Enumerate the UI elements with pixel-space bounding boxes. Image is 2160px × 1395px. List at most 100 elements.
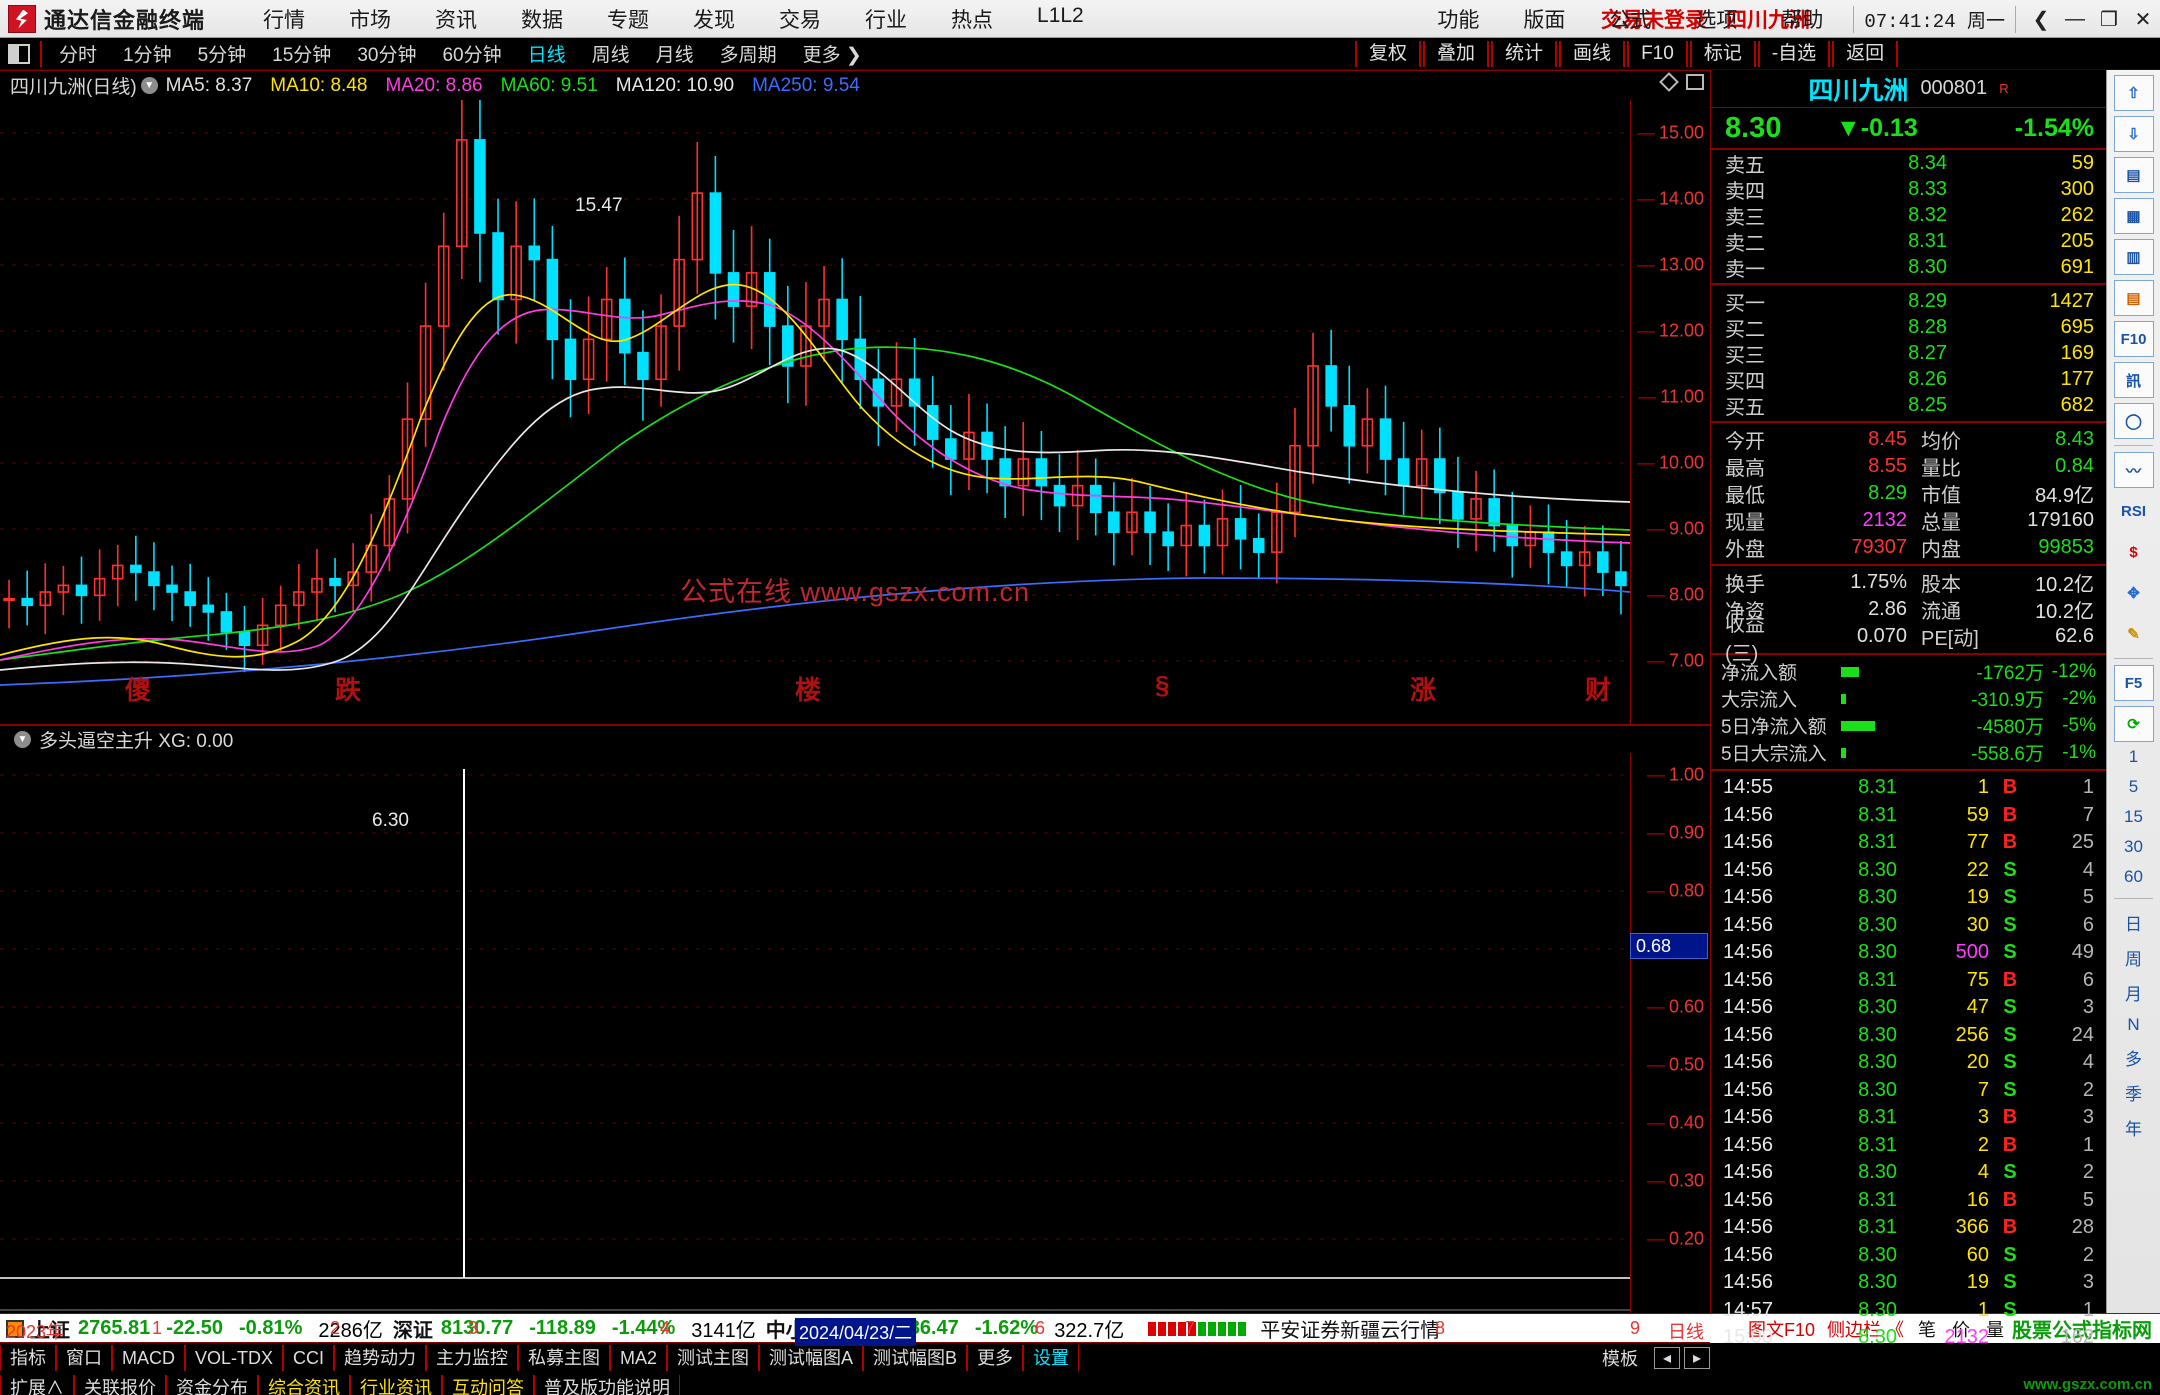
- tick-list[interactable]: 14:55 8.31 1 B 1 14:56 8.31 59 B 7 14:56 8.31 77 B 25 1…: [1711, 774, 2106, 1352]
- tick-row[interactable]: 14:56 8.30 30 S 6: [1711, 912, 2106, 940]
- broker-label[interactable]: 平安证券新疆云行情: [1260, 1320, 1441, 1342]
- price-chart-panel[interactable]: 15.00 14.00 13.00 12.00 11.00 10.00 9.00 8.00 7.…: [0, 86, 1710, 725]
- bid-level-1[interactable]: 买二 8.28 695: [1711, 314, 2106, 341]
- menu-item-8[interactable]: 热点: [951, 8, 994, 32]
- period-更多 ❯[interactable]: 更多 ❯: [802, 45, 862, 66]
- volume-tool-link[interactable]: 量: [1986, 1319, 2004, 1340]
- period-min-5[interactable]: 5: [2128, 777, 2139, 796]
- bid-level-0[interactable]: 买一 8.29 1427: [1711, 288, 2106, 315]
- extension-tab-行业资讯[interactable]: 行业资讯: [350, 1375, 442, 1395]
- diamond-icon[interactable]: [1659, 72, 1679, 92]
- bid-level-4[interactable]: 买五 8.25 682: [1711, 392, 2106, 419]
- wave-icon[interactable]: 〰: [2113, 452, 2154, 488]
- menu-item-3[interactable]: 数据: [521, 8, 564, 32]
- menu-item-0[interactable]: 行情: [263, 8, 306, 32]
- period-unit-周[interactable]: 周: [2125, 950, 2142, 969]
- status-app-icon[interactable]: [6, 1319, 24, 1338]
- tick-row[interactable]: 14:55 8.31 1 B 1: [1711, 774, 2106, 802]
- tick-row[interactable]: 14:56 8.31 16 B 5: [1711, 1187, 2106, 1215]
- tick-row[interactable]: 14:56 8.30 256 S 24: [1711, 1022, 2106, 1050]
- dollar-icon[interactable]: $: [2129, 543, 2138, 561]
- chart-tool-复权[interactable]: 复权: [1355, 41, 1422, 67]
- indicator-tab-趋势动力[interactable]: 趋势动力: [334, 1345, 427, 1371]
- pen-tool-link[interactable]: 笔: [1918, 1319, 1936, 1340]
- menu-item-7[interactable]: 行业: [865, 8, 908, 32]
- indicator-tab-主力监控[interactable]: 主力监控: [426, 1345, 519, 1371]
- extension-tab-资金分布[interactable]: 资金分布: [166, 1375, 258, 1395]
- login-warning[interactable]: 交易未登录: [1601, 8, 1706, 32]
- menu-right-item-1[interactable]: 版面: [1523, 9, 1566, 32]
- circle-o-icon[interactable]: ◯: [2113, 403, 2154, 439]
- chart-tool--自选[interactable]: -自选: [1757, 41, 1831, 67]
- period-min-30[interactable]: 30: [2124, 837, 2143, 856]
- maximize-icon[interactable]: ❐: [2100, 8, 2118, 31]
- move-icon[interactable]: ✥: [2127, 585, 2140, 602]
- extension-tab-综合资讯[interactable]: 综合资讯: [258, 1375, 350, 1395]
- tick-row[interactable]: 14:56 8.30 20 S 4: [1711, 1049, 2106, 1077]
- menu-item-9[interactable]: L1L2: [1037, 3, 1084, 27]
- menu-item-5[interactable]: 发现: [693, 8, 736, 32]
- rsi-icon[interactable]: RSI: [2120, 502, 2146, 520]
- expand-icon[interactable]: [1686, 74, 1704, 90]
- period-分时[interactable]: 分时: [59, 45, 98, 66]
- minimize-icon[interactable]: —: [2065, 7, 2085, 30]
- indicator-tab-窗口[interactable]: 窗口: [56, 1345, 112, 1371]
- period-unit-多[interactable]: 多: [2125, 1050, 2142, 1069]
- tick-row[interactable]: 14:56 8.30 47 S 3: [1711, 994, 2106, 1022]
- template-label[interactable]: 模板: [1602, 1349, 1638, 1369]
- indicator-tab-测试幅图A[interactable]: 测试幅图A: [759, 1345, 864, 1371]
- indicator-tab-MA2[interactable]: MA2: [610, 1345, 668, 1371]
- period-unit-日[interactable]: 日: [2125, 915, 2142, 934]
- layout-split-icon[interactable]: [8, 43, 30, 64]
- calendar-icon[interactable]: ▤: [2113, 280, 2154, 316]
- tick-row[interactable]: 15:00 8.30 2132 162: [1711, 1324, 2106, 1352]
- f10-tool-link[interactable]: 图文F10: [1747, 1319, 1815, 1340]
- period-日线[interactable]: 日线: [527, 45, 566, 66]
- chart-tool-画线[interactable]: 画线: [1559, 41, 1626, 67]
- indicator-tab-VOL-TDX[interactable]: VOL-TDX: [185, 1345, 284, 1371]
- period-unit-N[interactable]: N: [2127, 1015, 2140, 1034]
- bid-levels[interactable]: 买一 8.29 1427 买二 8.28 695 买三 8.27 169 买四 8.26 177 买五 8…: [1711, 288, 2106, 419]
- tick-row[interactable]: 14:57 8.30 1 S 1: [1711, 1297, 2106, 1325]
- template-nav-prev[interactable]: ◂: [1654, 1347, 1680, 1369]
- price-tool-link[interactable]: 价: [1952, 1319, 1970, 1340]
- tick-row[interactable]: 14:56 8.30 60 S 2: [1711, 1242, 2106, 1270]
- indicator-tab-私募主图[interactable]: 私募主图: [518, 1345, 611, 1371]
- sidebar-tool-link[interactable]: 侧边栏 《: [1826, 1319, 1904, 1340]
- menu-right-item-2[interactable]: 公式: [1609, 9, 1652, 32]
- pencil-icon[interactable]: ✎: [2127, 626, 2140, 643]
- tick-row[interactable]: 14:56 8.31 77 B 25: [1711, 829, 2106, 857]
- chart-tool-叠加[interactable]: 叠加: [1423, 41, 1490, 67]
- period-周线[interactable]: 周线: [591, 45, 630, 66]
- tick-row[interactable]: 14:56 8.30 7 S 2: [1711, 1077, 2106, 1105]
- extension-tab-普及版功能说明[interactable]: 普及版功能说明: [534, 1375, 680, 1395]
- extension-tab-关联报价[interactable]: 关联报价: [74, 1375, 166, 1395]
- tick-row[interactable]: 14:56 8.30 4 S 2: [1711, 1159, 2106, 1187]
- tick-row[interactable]: 14:56 8.30 19 S 3: [1711, 1269, 2106, 1297]
- chevron-down-icon[interactable]: ▼: [140, 77, 158, 94]
- sub-chart-panel[interactable]: 1.00 0.90 0.80 0.60 0.50 0.40 0.30 0.20 0.68: [0, 753, 1710, 1313]
- menu-item-4[interactable]: 专题: [607, 8, 650, 32]
- ask-levels[interactable]: 卖五 8.34 59 卖四 8.33 300 卖三 8.32 262 卖二 8.31 205 卖一 8.3…: [1711, 150, 2106, 281]
- indicator-tab-测试主图[interactable]: 测试主图: [667, 1345, 760, 1371]
- period-月线[interactable]: 月线: [655, 45, 694, 66]
- current-stock-label[interactable]: 四川九洲: [1726, 8, 1810, 32]
- indicator-tab-指标[interactable]: 指标: [0, 1345, 56, 1371]
- chart-tool-统计[interactable]: 统计: [1491, 41, 1558, 67]
- period-min-15[interactable]: 15: [2124, 807, 2143, 826]
- indicator-tab-MACD[interactable]: MACD: [112, 1345, 185, 1371]
- f5-icon[interactable]: F5: [2113, 665, 2154, 701]
- tick-row[interactable]: 14:56 8.30 19 S 5: [1711, 884, 2106, 912]
- chart-tool-标记[interactable]: 标记: [1689, 41, 1756, 67]
- f10-info-icon[interactable]: F10: [2113, 321, 2154, 357]
- menu-right-item-4[interactable]: 帮助: [1781, 9, 1824, 32]
- tick-row[interactable]: 14:56 8.31 366 B 28: [1711, 1214, 2106, 1242]
- bid-level-2[interactable]: 买三 8.27 169: [1711, 340, 2106, 367]
- indicator-tab-设置[interactable]: 设置: [1023, 1345, 1080, 1371]
- period-unit-年[interactable]: 年: [2125, 1120, 2142, 1139]
- ask-level-4[interactable]: 卖一 8.30 691: [1711, 254, 2106, 281]
- indicator-tab-更多[interactable]: 更多: [967, 1345, 1024, 1371]
- fund-flow-icon[interactable]: ▥: [2113, 239, 2154, 275]
- period-15分钟[interactable]: 15分钟: [272, 45, 332, 66]
- chart-tool-返回[interactable]: 返回: [1832, 41, 1899, 67]
